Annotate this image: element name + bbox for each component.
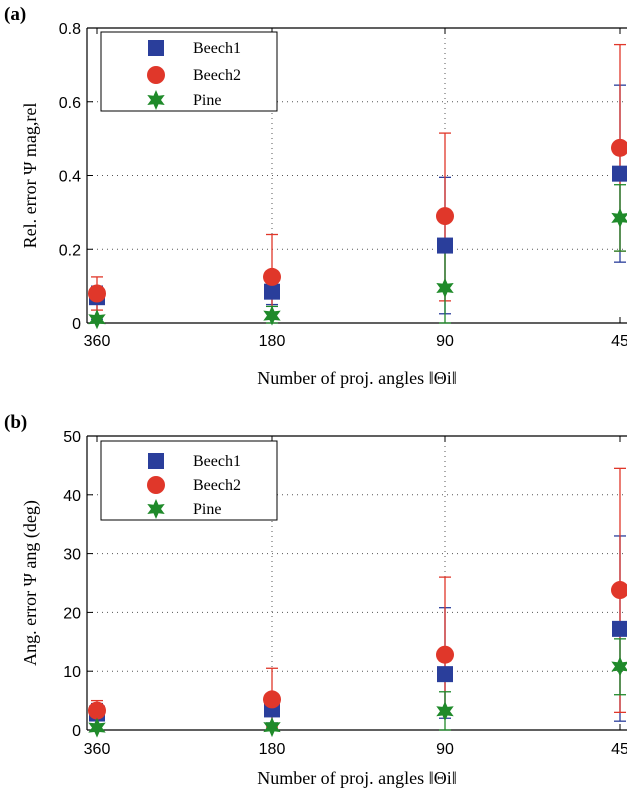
series-pine bbox=[91, 184, 626, 324]
data-point bbox=[88, 309, 106, 330]
y-tick-label: 0.4 bbox=[59, 169, 81, 186]
markers-beech2 bbox=[88, 138, 627, 303]
y-tick-label: 0.6 bbox=[59, 95, 81, 112]
data-point bbox=[436, 278, 454, 298]
markers-pine bbox=[88, 656, 627, 738]
x-tick-label: 45 bbox=[611, 333, 627, 350]
y-tick-label: 0 bbox=[72, 316, 81, 333]
y-tick-label: 20 bbox=[63, 605, 81, 622]
panel-label: (a) bbox=[4, 4, 26, 25]
data-point bbox=[437, 666, 453, 683]
panel-label: (b) bbox=[4, 412, 27, 433]
y-tick-label: 0.2 bbox=[59, 242, 81, 259]
x-axis-title: Number of proj. angles ‖Θi‖ bbox=[257, 368, 457, 388]
y-tick-label: 50 bbox=[63, 429, 81, 446]
x-axis-title: Number of proj. angles ‖Θi‖ bbox=[257, 768, 457, 788]
legend-marker bbox=[147, 476, 165, 494]
data-point bbox=[612, 620, 627, 637]
panel-a: (a) 0 0.2 0.4 0.6 0.8 360 180 90 45 Number of proj… bbox=[4, 4, 627, 388]
data-point bbox=[436, 701, 454, 722]
y-tick-label: 0 bbox=[72, 723, 81, 740]
legend-label: Pine bbox=[193, 501, 221, 518]
legend: Beech1 Beech2 Pine bbox=[100, 440, 278, 521]
markers-beech2 bbox=[88, 581, 627, 720]
legend-label: Beech1 bbox=[193, 453, 241, 470]
data-point bbox=[436, 645, 454, 664]
legend: Beech1 Beech2 Pine bbox=[100, 31, 278, 112]
data-point bbox=[611, 207, 627, 228]
panel-b: (b) 0 10 20 30 40 50 360 180 90 45 Number of proj. … bbox=[4, 412, 627, 788]
legend-label: Pine bbox=[193, 92, 221, 109]
data-point bbox=[436, 207, 454, 226]
data-point bbox=[88, 284, 106, 303]
legend-box bbox=[100, 31, 278, 112]
data-point bbox=[611, 138, 627, 157]
x-tick-label: 360 bbox=[84, 333, 111, 350]
legend-label: Beech2 bbox=[193, 477, 241, 494]
data-point bbox=[88, 717, 106, 738]
data-point bbox=[263, 690, 281, 709]
legend-marker bbox=[147, 66, 165, 84]
y-axis-title: Rel. error Ψ mag,rel bbox=[20, 103, 40, 249]
legend-marker bbox=[147, 90, 165, 110]
series-beech1 bbox=[91, 84, 626, 320]
y-tick-label: 40 bbox=[63, 488, 81, 505]
data-point bbox=[612, 165, 627, 182]
y-tick-label: 30 bbox=[63, 547, 81, 564]
series-beech1 bbox=[91, 535, 626, 725]
series-pine bbox=[91, 638, 626, 731]
legend-label: Beech2 bbox=[193, 67, 241, 84]
legend-label: Beech1 bbox=[193, 40, 241, 57]
markers-beech1 bbox=[89, 165, 627, 306]
legend-box bbox=[100, 440, 278, 521]
data-point bbox=[611, 656, 627, 677]
data-point bbox=[88, 701, 106, 720]
x-tick-label: 90 bbox=[436, 741, 454, 758]
data-point bbox=[263, 267, 281, 286]
x-tick-label: 180 bbox=[259, 333, 286, 350]
x-tick-label: 45 bbox=[611, 741, 627, 758]
x-tick-label: 90 bbox=[436, 333, 454, 350]
data-point bbox=[611, 581, 627, 600]
legend-marker bbox=[148, 40, 164, 56]
y-tick-label: 0.8 bbox=[59, 21, 81, 38]
x-tick-label: 360 bbox=[84, 741, 111, 758]
y-tick-label: 10 bbox=[63, 664, 81, 681]
markers-pine bbox=[88, 207, 627, 330]
data-point bbox=[263, 305, 281, 326]
legend-marker bbox=[148, 453, 164, 469]
x-tick-label: 180 bbox=[259, 741, 286, 758]
data-point bbox=[437, 237, 453, 254]
legend-marker bbox=[147, 499, 165, 519]
data-point bbox=[263, 717, 281, 738]
data-point bbox=[264, 283, 280, 300]
y-axis-title: Ang. error Ψ ang (deg) bbox=[20, 500, 41, 666]
